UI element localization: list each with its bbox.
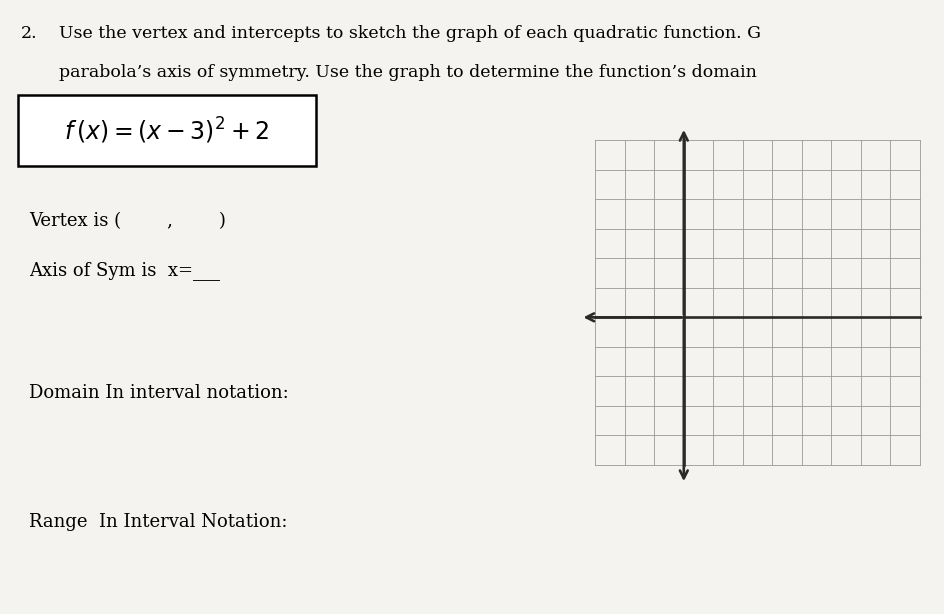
Text: Axis of Sym is  x=___: Axis of Sym is x=___ [29, 261, 220, 280]
Text: parabola’s axis of symmetry. Use the graph to determine the function’s domain: parabola’s axis of symmetry. Use the gra… [59, 64, 756, 82]
Text: Domain In interval notation:: Domain In interval notation: [29, 384, 289, 402]
Text: Vertex is (        ,        ): Vertex is ( , ) [29, 212, 227, 230]
Text: 2.: 2. [21, 25, 37, 42]
Text: $f\,(x)=(x-3)^{2}+2$: $f\,(x)=(x-3)^{2}+2$ [64, 115, 269, 146]
Text: Use the vertex and intercepts to sketch the graph of each quadratic function. G: Use the vertex and intercepts to sketch … [59, 25, 761, 42]
Text: Range  In Interval Notation:: Range In Interval Notation: [29, 513, 288, 530]
FancyBboxPatch shape [18, 95, 316, 166]
